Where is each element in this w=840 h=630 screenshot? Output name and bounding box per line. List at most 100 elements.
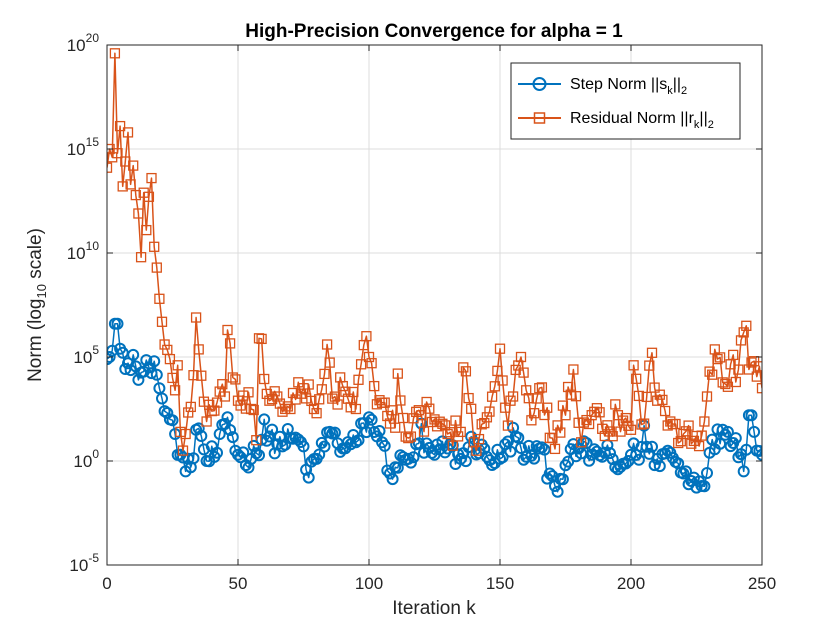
y-tick-exponent: 20 [86, 31, 100, 45]
data-point [486, 391, 498, 402]
data-point [156, 392, 168, 405]
y-axis-label: Norm (log10 scale) [25, 228, 49, 382]
data-point [677, 467, 690, 480]
data-point [484, 406, 495, 417]
x-tick-label: 0 [102, 574, 111, 593]
data-point [149, 241, 160, 252]
data-point [648, 459, 661, 472]
data-point [418, 426, 430, 437]
data-point [523, 393, 534, 404]
data-point [604, 447, 616, 460]
data-point [691, 430, 702, 442]
data-point [416, 410, 427, 421]
data-point [520, 450, 533, 463]
data-point [580, 437, 593, 449]
data-point [531, 393, 542, 404]
data-point [300, 463, 313, 476]
data-point [132, 373, 145, 386]
data-point [248, 404, 259, 416]
data-point [583, 454, 596, 467]
data-point [379, 397, 390, 408]
legend-step-label: Step Norm ||sk||2 [570, 76, 687, 97]
data-point [756, 383, 762, 394]
data-point [227, 372, 238, 383]
data-point [644, 360, 655, 371]
data-point [701, 391, 713, 402]
data-point [597, 423, 608, 434]
data-point [107, 162, 113, 173]
data-point [226, 431, 239, 444]
data-point [701, 467, 713, 479]
data-point [434, 416, 445, 427]
data-point [738, 327, 749, 338]
data-point [361, 331, 372, 342]
data-point [237, 446, 250, 459]
data-point [625, 424, 637, 435]
data-point [528, 452, 541, 465]
data-point [224, 424, 237, 436]
data-point [496, 451, 509, 464]
data-point [473, 433, 485, 445]
data-point [479, 417, 490, 429]
data-point [411, 406, 422, 418]
legend-step-pre: Step Norm ||s [570, 76, 667, 93]
data-point [606, 453, 619, 466]
data-point [737, 465, 750, 478]
y-tick-label: 1010 [67, 239, 100, 263]
y-tick-exponent: -5 [88, 551, 99, 565]
data-point [720, 378, 731, 390]
data-point [521, 385, 532, 396]
x-tick-label: 150 [486, 574, 514, 593]
data-point [243, 387, 254, 398]
data-point [280, 403, 291, 415]
data-point [271, 438, 284, 451]
data-point [107, 351, 116, 363]
data-point [617, 415, 629, 426]
data-point [466, 403, 477, 414]
data-point [224, 338, 236, 349]
data-point [122, 127, 134, 138]
data-point [494, 343, 506, 354]
data-point [119, 363, 132, 375]
data-point [177, 445, 189, 456]
data-point [209, 405, 220, 416]
y-tick-base: 10 [67, 244, 86, 263]
data-point [250, 447, 263, 460]
data-point [302, 471, 315, 484]
data-point [754, 361, 762, 372]
data-point [277, 406, 288, 417]
data-point [649, 382, 660, 393]
data-point [117, 181, 128, 192]
data-point [127, 348, 140, 361]
series-step-norm [107, 317, 762, 498]
data-point [143, 191, 155, 202]
data-point [562, 381, 574, 393]
data-point [721, 425, 734, 438]
legend-residual-label: Residual Norm ||rk||2 [570, 110, 714, 131]
data-point [183, 407, 194, 418]
data-point [729, 432, 742, 445]
data-point [392, 368, 403, 379]
data-point [185, 401, 196, 413]
data-point [175, 426, 186, 438]
data-point [408, 413, 419, 424]
data-point [455, 426, 466, 438]
data-point [196, 370, 207, 381]
data-point [673, 437, 684, 449]
legend-residual-sub2: 2 [708, 119, 714, 131]
data-point [463, 392, 474, 404]
x-axis-label: Iteration k [392, 598, 476, 619]
data-point [332, 399, 343, 410]
data-point [300, 393, 312, 404]
data-point [576, 437, 587, 448]
data-point [732, 451, 745, 464]
data-point [565, 389, 576, 400]
data-point [659, 405, 671, 417]
data-point [612, 410, 624, 421]
data-point [403, 432, 414, 444]
data-point [568, 364, 579, 375]
data-point [109, 48, 121, 59]
data-point [382, 410, 393, 422]
